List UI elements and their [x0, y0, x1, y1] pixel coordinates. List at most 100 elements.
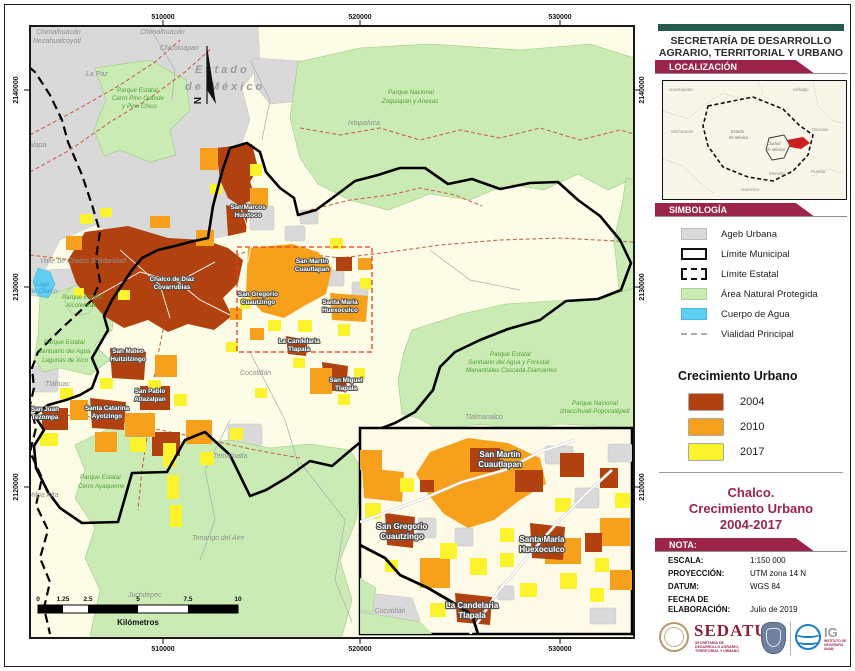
cuerpo-agua-swatch	[681, 308, 707, 320]
legend-label-agua: Cuerpo de Agua	[721, 308, 790, 320]
scale-bar: 0 1.25 2.5 5 7.5 10 Kilómetros	[36, 596, 242, 627]
inset-green	[360, 577, 433, 634]
label-chicoloapan: Chicoloapan	[160, 45, 199, 52]
sedatu-subtext: SECRETARÍA DE DESARROLLO AGRARIO, TERRIT…	[695, 641, 739, 654]
label-ayotz-2: Ayotzingo	[92, 413, 122, 420]
growth-2010-label: 2010	[740, 420, 765, 433]
state-boundary	[30, 66, 102, 635]
logo-divider	[790, 621, 791, 655]
locator-edomex-boundary	[702, 96, 814, 182]
ig-globe-icon	[795, 624, 821, 650]
legend-item-ageb: Ageb Urbana	[681, 224, 846, 244]
label-estado-2: de México	[185, 81, 265, 93]
inset-map: San Martín Cuautlapan San Gregorio Cuaut…	[358, 426, 634, 636]
north-letter: N	[191, 97, 202, 104]
label-lagunas-1: Parque Estatal	[44, 339, 85, 346]
nota-value-escala: 1:150 000	[750, 556, 786, 565]
tick-y-2130000-left: 2130000	[13, 273, 20, 300]
label-sanmarcos-1: San Marcos	[230, 204, 266, 211]
label-xico-2: Xicotencatl	[65, 302, 97, 309]
nota-row-escala: ESCALA: 1:150 000	[668, 556, 846, 566]
label-diamantes-1: Parque Estatal	[490, 351, 531, 358]
label-xico-1: Parque Estatal	[62, 294, 103, 301]
label-candelaria-1: La Candelaria	[278, 338, 320, 345]
map-title-line-3: 2004-2017	[719, 517, 783, 532]
nota-row-fecha: FECHA DE ELABORACIÓN: Julio de 2019	[668, 595, 846, 615]
nota-value-fecha: Julio de 2019	[750, 605, 798, 614]
scale-25: 2.5	[83, 596, 92, 603]
label-izta-2: Iztaccíhuatl-Popocatépetl	[560, 408, 630, 415]
label-ixtapaluca: Ixtapaluca	[348, 120, 380, 127]
growth-legend-title: Crecimiento Urbano	[678, 369, 798, 383]
scale-0: 0	[36, 596, 40, 603]
label-huitzil-1: San Mateo	[112, 348, 144, 355]
growth-item-2004: 2004	[688, 389, 764, 414]
locator-label-morelos: Morelos	[769, 171, 786, 176]
locator-label-puebla: Puebla	[811, 169, 826, 174]
protected-areas	[33, 43, 634, 637]
legend-item-vialidad: Vialidad Principal	[681, 324, 846, 344]
legend-label-limite-estatal: Límite Estatal	[721, 268, 779, 280]
nota-banner-line	[655, 551, 847, 552]
label-chimalhuacan: Chimalhuacán	[140, 29, 185, 36]
simbologia-banner: SIMBOLOGÍA	[655, 203, 815, 217]
label-huitzil-2: Huitzilzingo	[110, 356, 145, 363]
legend-label-anp: Área Natural Protegida	[721, 288, 818, 300]
locator-label-tlaxcala: Tlaxcala	[811, 127, 829, 132]
sheet-border	[4, 4, 851, 667]
agency-line-2: AGRARIO, TERRITORIAL Y URBANO	[658, 47, 844, 59]
nota-label-proyeccion: PROYECCIÓN:	[668, 569, 725, 578]
limite-estatal-swatch	[681, 268, 707, 280]
inset-2017	[365, 478, 630, 617]
growth-2017-label: 2017	[740, 445, 765, 458]
label-pino-1: Parque Estatal	[117, 87, 158, 94]
label-sanmartin-2: Cuautlapan	[295, 266, 329, 273]
institution-logos: SEDATU SECRETARÍA DE DESARROLLO AGRARIO,…	[657, 618, 847, 662]
inset-label-cocotitlan: Cocotitlán	[374, 608, 405, 615]
agency-line-1: SECRETARÍA DE DESARROLLO	[670, 35, 832, 47]
tick-x-520000-top: 520000	[348, 14, 371, 21]
inset-label-sangregorio-2: Cuautzingo	[380, 532, 424, 541]
scale-125: 1.25	[57, 596, 70, 603]
label-tezompa-1: San Juan	[31, 406, 59, 413]
label-lago-1: Lago	[36, 282, 50, 288]
growth-2010-swatch	[688, 417, 724, 436]
label-stamaria-2: Huexoculco	[322, 307, 358, 314]
label-juchitepec: Juchitepec	[127, 592, 162, 599]
growth-item-2017: 2017	[688, 439, 764, 464]
nota-value-proyeccion: UTM zona 14 N	[750, 569, 807, 578]
map-sheet-title: Chalco. Crecimiento Urbano 2004-2017	[653, 485, 849, 533]
label-pino-3: y Pino Chico	[121, 103, 157, 110]
locator-label-hidalgo: Hidalgo	[793, 87, 809, 92]
locality-labels: San Marcos Huixtoco Chalco de Díaz Covar…	[30, 203, 364, 422]
label-iztapalapa: Iztapalapa	[14, 142, 46, 149]
nota-row-proyeccion: PROYECCIÓN: UTM zona 14 N	[668, 569, 846, 579]
minor-boundaries	[149, 27, 521, 623]
inset-label-candelaria-2: Tlapala	[458, 611, 486, 620]
growth-2017	[40, 164, 372, 527]
legend-item-anp: Área Natural Protegida	[681, 284, 846, 304]
tick-y-2130000-right: 2130000	[639, 273, 646, 300]
main-map: 510000 520000 530000 510000 520000 53000…	[13, 14, 646, 653]
nota-label-fecha: FECHA DE ELABORACIÓN:	[668, 595, 731, 614]
label-sangregorio-2: Cuautzingo	[241, 299, 275, 306]
growth-item-2010: 2010	[688, 414, 764, 439]
label-izta-1: Parque Nacional	[572, 400, 618, 407]
label-sanmarcos-2: Huixtoco	[235, 212, 262, 219]
sedatu-subtext-3: TERRITORIAL Y URBANO	[695, 649, 740, 654]
label-chalco-1: Chalco de Díaz	[150, 276, 195, 283]
sedatu-subtext-1: SECRETARÍA DE	[695, 641, 724, 645]
symbology-legend: Ageb Urbana Límite Municipal Límite Esta…	[681, 224, 846, 344]
label-stamaria-1: Santa María	[322, 299, 358, 306]
locator-map: Guanajuato Hidalgo Michoacán Tlaxcala Es…	[662, 80, 847, 200]
label-valle: Valle de Chalco Solidaridad	[40, 258, 127, 265]
simbologia-banner-line	[655, 216, 847, 217]
vialidad-swatch	[681, 333, 707, 335]
tick-x-510000-top: 510000	[151, 14, 174, 21]
area-natural-swatch	[681, 288, 707, 300]
label-sanmartin-1: San Martín	[296, 258, 328, 265]
label-sangregorio-1: San Gregorio	[238, 291, 278, 298]
label-temamatla: Temamatla	[213, 453, 247, 460]
grid-coordinates: 510000 520000 530000 510000 520000 53000…	[13, 14, 646, 653]
urban-streets	[89, 205, 253, 319]
